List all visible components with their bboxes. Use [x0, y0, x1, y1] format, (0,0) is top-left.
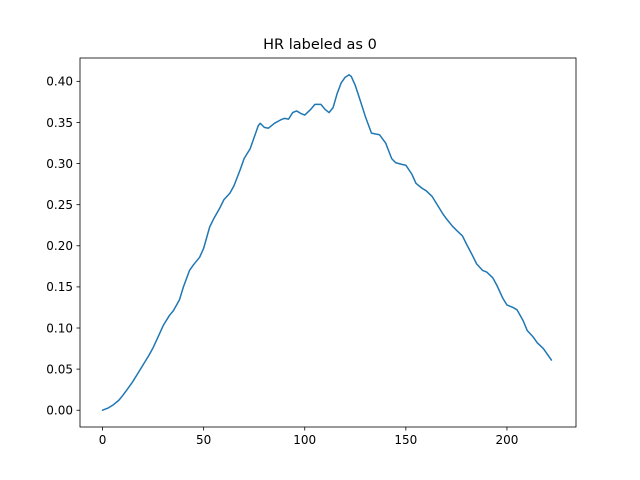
x-tick-label: 100 [293, 433, 316, 447]
y-tick-label: 0.30 [46, 157, 73, 171]
x-tick-label: 50 [196, 433, 211, 447]
plot-frame [79, 57, 577, 428]
axes: 0 50 100 150 200 0.00 0.05 0.10 0.15 0.20 0.25 0.30… [46, 57, 577, 447]
y-tick-label: 0.00 [46, 404, 73, 418]
y-tick-label: 0.10 [46, 321, 73, 335]
x-tick-label: 0 [99, 433, 107, 447]
y-tick-label: 0.05 [46, 362, 73, 376]
y-tick-label: 0.15 [46, 280, 73, 294]
y-tick-label: 0.35 [46, 116, 73, 130]
series-line-0 [101, 74, 553, 411]
y-tick-label: 0.40 [46, 75, 73, 89]
y-tick-label: 0.20 [46, 239, 73, 253]
chart-title: HR labeled as 0 [263, 37, 377, 53]
x-tick-label: 200 [495, 433, 518, 447]
y-tick-label: 0.25 [46, 198, 73, 212]
x-tick-label: 150 [394, 433, 417, 447]
